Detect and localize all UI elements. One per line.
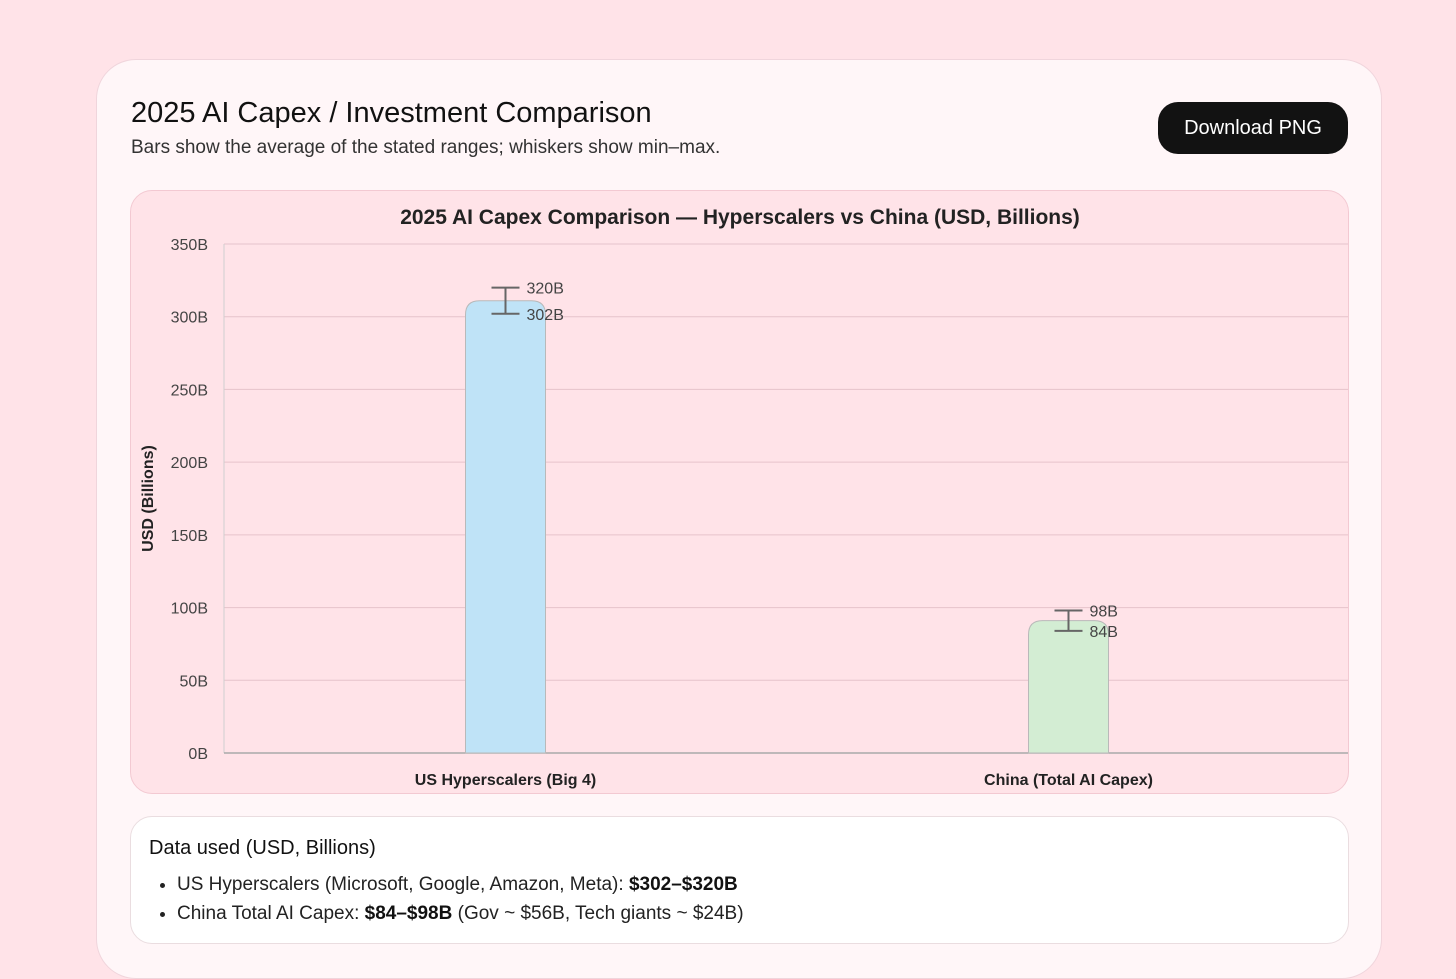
chart-panel: 2025 AI Capex Comparison — Hyperscalers … bbox=[130, 190, 1349, 794]
chart-title: 2025 AI Capex Comparison — Hyperscalers … bbox=[400, 206, 1080, 229]
max-data-label: 320B bbox=[527, 281, 564, 298]
y-tick-label: 200B bbox=[171, 455, 208, 472]
y-axis-label: USD (Billions) bbox=[140, 445, 157, 552]
min-data-label: 302B bbox=[527, 307, 564, 324]
x-tick-label: US Hyperscalers (Big 4) bbox=[415, 772, 596, 789]
y-tick-label: 100B bbox=[171, 601, 208, 618]
list-item-value: $84–$98B bbox=[364, 903, 453, 924]
bar bbox=[1028, 620, 1109, 754]
min-data-label: 84B bbox=[1090, 624, 1118, 641]
data-used-title: Data used (USD, Billions) bbox=[149, 837, 376, 859]
max-data-label: 98B bbox=[1090, 603, 1118, 620]
list-item-text: US Hyperscalers (Microsoft, Google, Amaz… bbox=[177, 874, 629, 895]
list-item: China Total AI Capex: $84–$98B (Gov ~ $5… bbox=[177, 901, 744, 930]
list-item-value: $302–$320B bbox=[628, 874, 738, 895]
list-item: US Hyperscalers (Microsoft, Google, Amaz… bbox=[177, 872, 744, 901]
bar bbox=[465, 300, 546, 754]
y-tick-label: 250B bbox=[171, 382, 208, 399]
y-tick-label: 50B bbox=[180, 673, 208, 690]
y-tick-label: 150B bbox=[171, 528, 208, 545]
list-item-text: China Total AI Capex: bbox=[177, 903, 365, 924]
y-tick-label: 350B bbox=[171, 237, 208, 254]
data-used-panel: Data used (USD, Billions) US Hyperscaler… bbox=[130, 816, 1349, 944]
bar-chart: 2025 AI Capex Comparison — Hyperscalers … bbox=[140, 206, 1348, 789]
x-tick-label: China (Total AI Capex) bbox=[984, 772, 1153, 789]
list-item-suffix: (Gov ~ $56B, Tech giants ~ $24B) bbox=[452, 903, 744, 924]
data-used-list: US Hyperscalers (Microsoft, Google, Amaz… bbox=[177, 872, 744, 930]
y-tick-label: 300B bbox=[171, 310, 208, 327]
page-subtitle: Bars show the average of the stated rang… bbox=[131, 137, 721, 158]
y-tick-label: 0B bbox=[188, 746, 208, 763]
download-png-button[interactable]: Download PNG bbox=[1158, 102, 1348, 154]
page-title: 2025 AI Capex / Investment Comparison bbox=[131, 97, 652, 129]
